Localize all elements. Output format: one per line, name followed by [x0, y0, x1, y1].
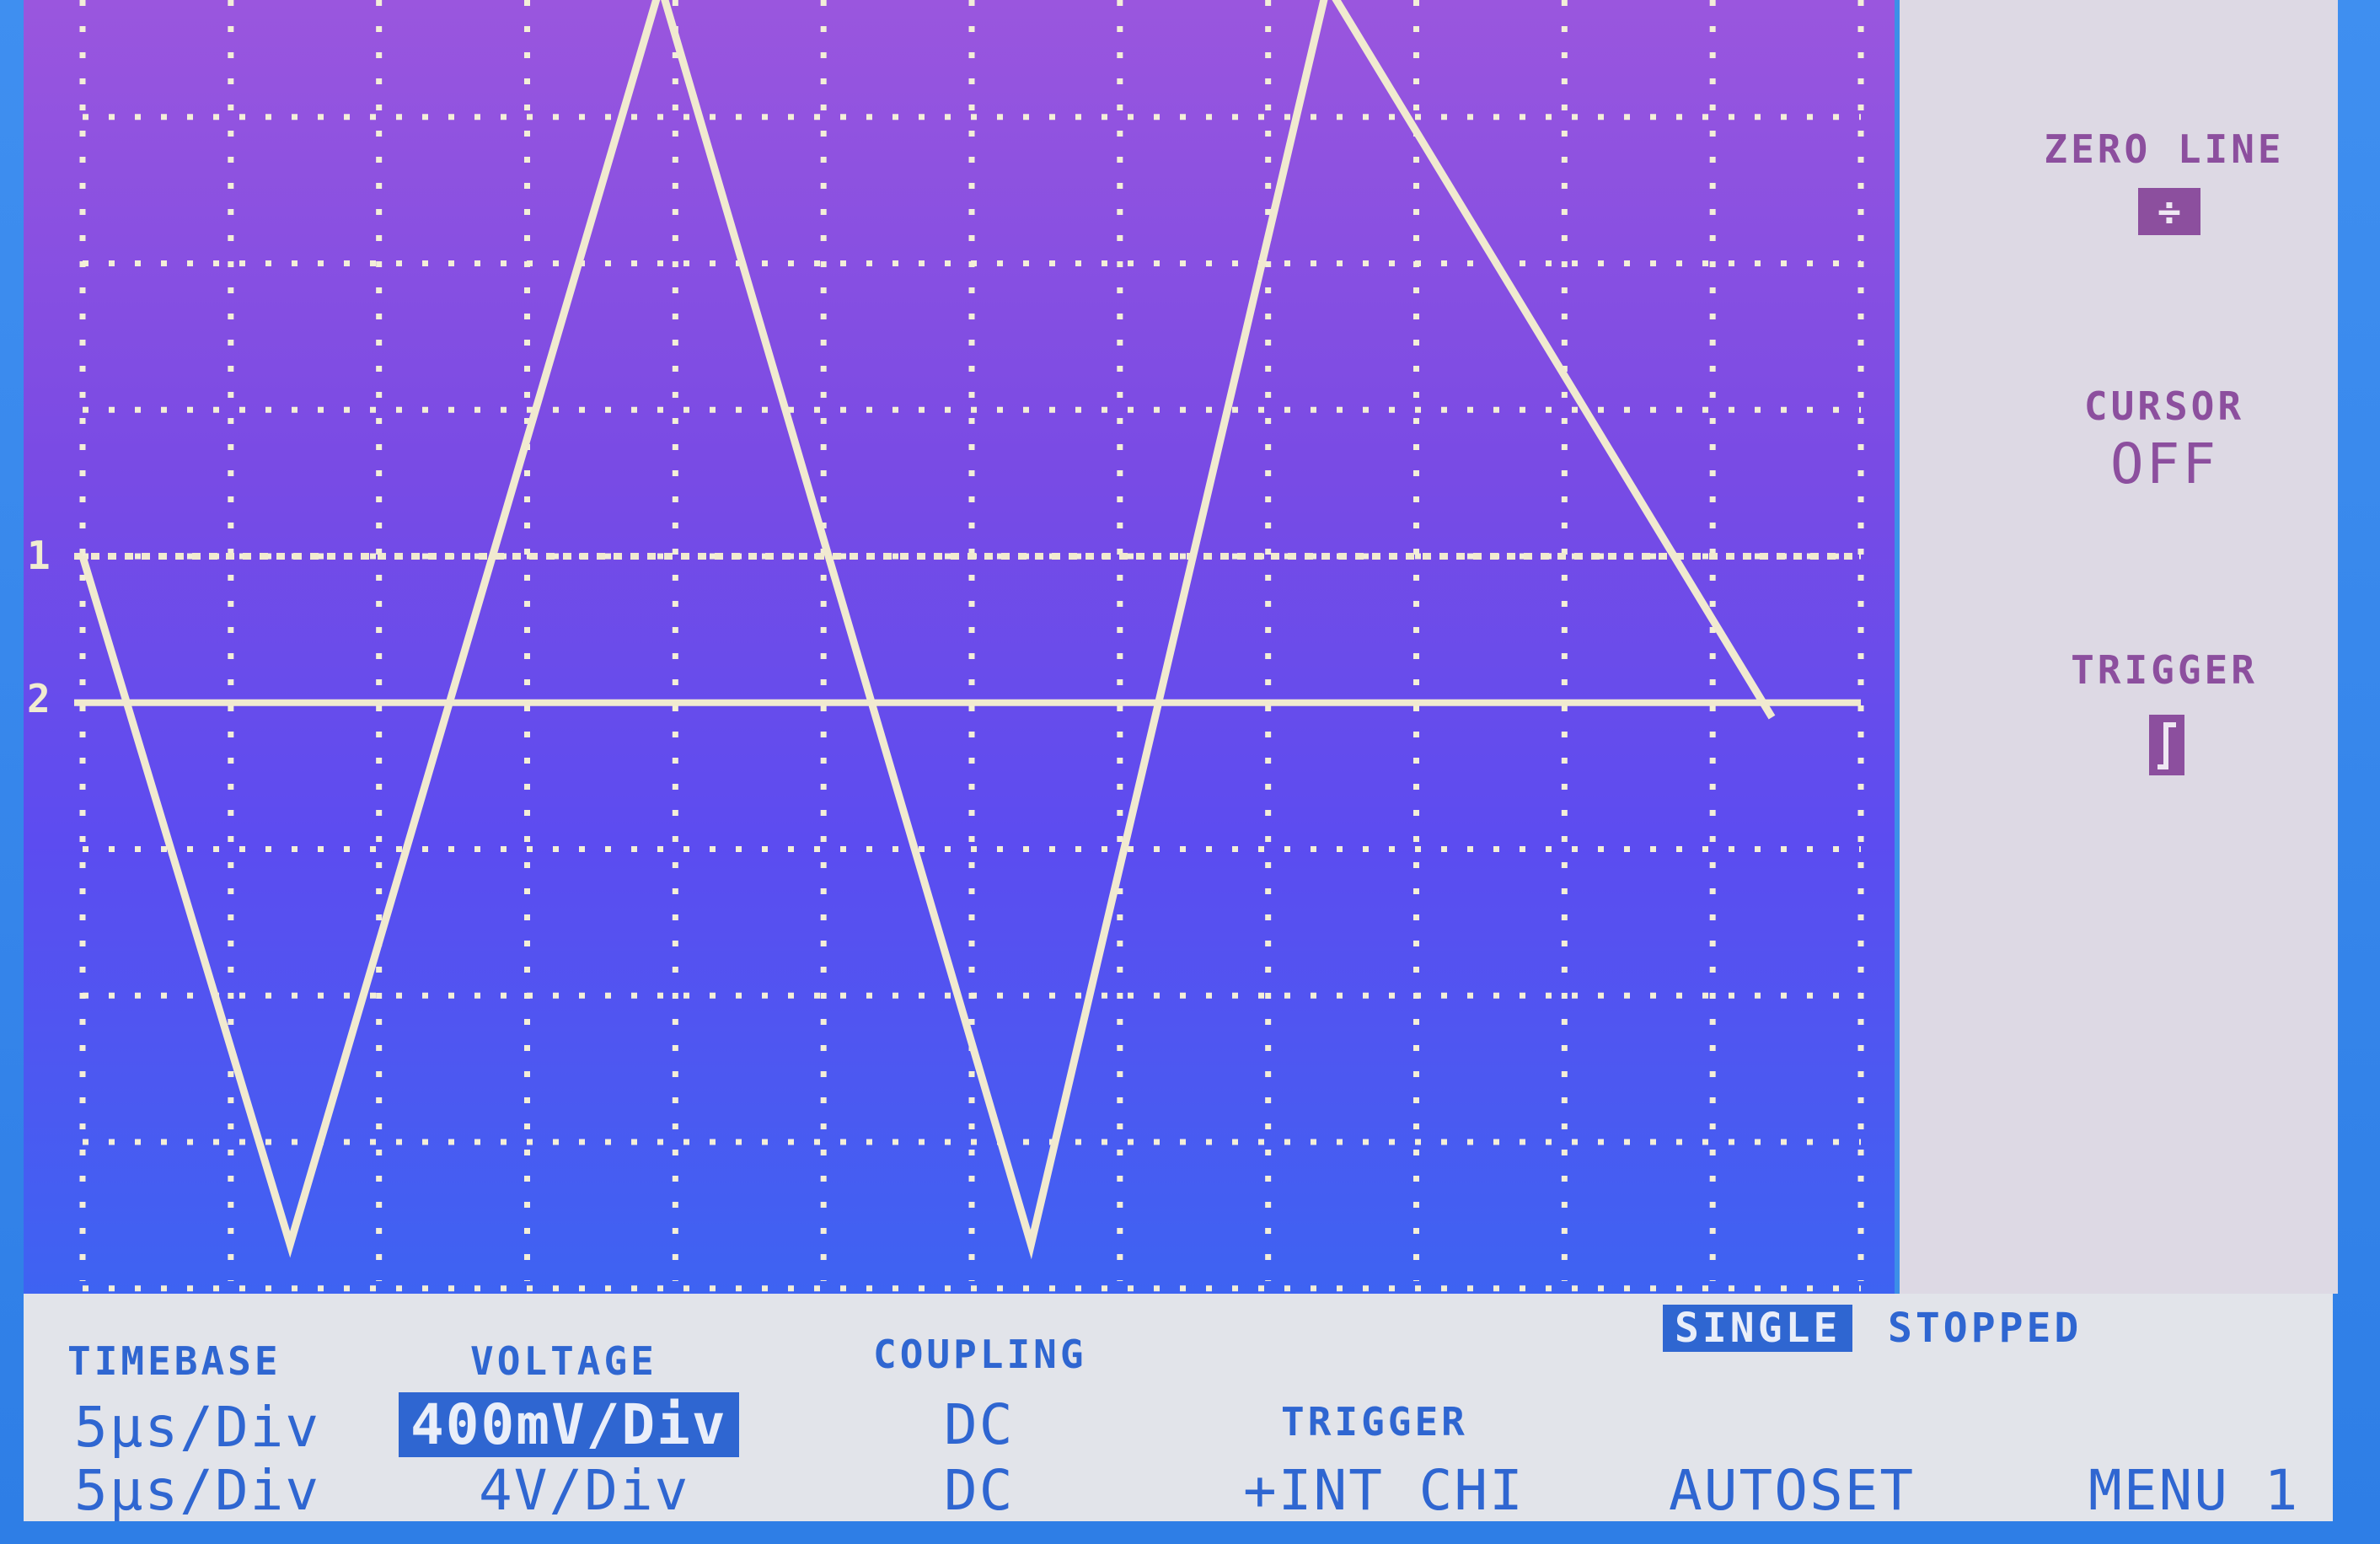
- zero-line-icon[interactable]: ÷: [2138, 188, 2200, 235]
- rising-edge-glyph: [2158, 722, 2176, 769]
- waveform-trace: [78, 0, 1776, 1260]
- rising-edge-icon[interactable]: [2149, 715, 2184, 775]
- coupling-ch2-value[interactable]: DC: [944, 1458, 1015, 1523]
- stopped-status: STOPPED: [1888, 1305, 2082, 1352]
- menu-button[interactable]: MENU 1: [2088, 1458, 2300, 1523]
- zero-line-label: ZERO LINE: [2044, 126, 2285, 172]
- single-mode-badge[interactable]: SINGLE: [1663, 1305, 1853, 1352]
- voltage-ch2-value[interactable]: 4V/Div: [479, 1458, 690, 1523]
- autoset-button[interactable]: AUTOSET: [1669, 1458, 1916, 1523]
- trigger-label: TRIGGER: [2071, 647, 2258, 693]
- timebase-ch1-value[interactable]: 5µs/Div: [74, 1395, 321, 1460]
- trigger-source-value[interactable]: +INT CHI: [1243, 1458, 1525, 1523]
- timebase-label: TIMEBASE: [67, 1338, 281, 1384]
- side-menu: [1895, 0, 2338, 1294]
- trigger-source-label: TRIGGER: [1281, 1399, 1468, 1445]
- voltage-ch1-highlight: 400mV/Div: [399, 1392, 739, 1457]
- waveform-display: 1 2: [24, 0, 1895, 1294]
- channel-2-marker: 2: [27, 676, 51, 721]
- cursor-label: CURSOR: [2083, 383, 2245, 429]
- coupling-label: COUPLING: [873, 1332, 1087, 1377]
- cursor-value[interactable]: OFF: [2109, 432, 2219, 496]
- timebase-ch2-value[interactable]: 5µs/Div: [74, 1458, 321, 1523]
- coupling-ch1-value[interactable]: DC: [944, 1392, 1015, 1457]
- channel-1-marker: 1: [27, 533, 51, 578]
- waveform-plot: [74, 0, 1864, 1292]
- voltage-ch1-value[interactable]: 400mV/Div: [399, 1392, 739, 1457]
- voltage-label: VOLTAGE: [470, 1338, 657, 1384]
